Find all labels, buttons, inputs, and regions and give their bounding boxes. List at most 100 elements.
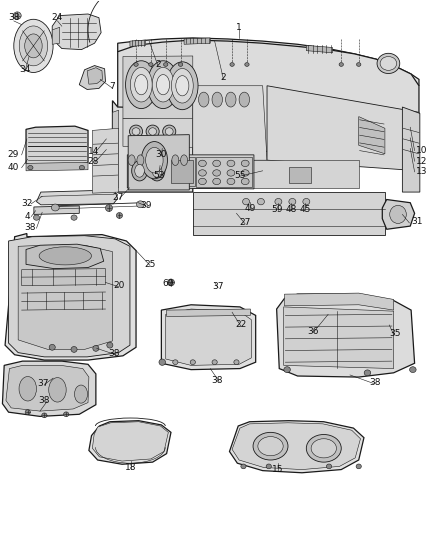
- Ellipse shape: [377, 53, 400, 74]
- Text: 38: 38: [25, 223, 36, 232]
- Polygon shape: [21, 269, 106, 286]
- Ellipse shape: [198, 169, 206, 176]
- Text: 32: 32: [21, 199, 32, 208]
- Polygon shape: [89, 421, 171, 464]
- Text: 27: 27: [240, 219, 251, 228]
- Polygon shape: [128, 135, 189, 190]
- Polygon shape: [92, 422, 168, 461]
- Ellipse shape: [93, 345, 99, 351]
- Polygon shape: [34, 206, 79, 214]
- Polygon shape: [184, 38, 210, 44]
- Ellipse shape: [176, 76, 189, 96]
- Polygon shape: [26, 163, 88, 171]
- Polygon shape: [289, 166, 311, 182]
- Text: 22: 22: [235, 320, 247, 329]
- Polygon shape: [6, 366, 89, 411]
- Polygon shape: [79, 66, 106, 90]
- Polygon shape: [123, 119, 193, 148]
- Polygon shape: [26, 126, 88, 166]
- Ellipse shape: [241, 160, 249, 166]
- Ellipse shape: [306, 434, 341, 462]
- Ellipse shape: [213, 160, 221, 166]
- Ellipse shape: [117, 213, 123, 219]
- Text: 13: 13: [417, 167, 428, 176]
- Ellipse shape: [137, 201, 145, 208]
- Text: 55: 55: [234, 171, 246, 180]
- Ellipse shape: [180, 155, 187, 165]
- Polygon shape: [3, 361, 96, 416]
- Ellipse shape: [74, 385, 88, 403]
- Polygon shape: [130, 157, 195, 185]
- Text: 49: 49: [245, 204, 256, 213]
- Ellipse shape: [33, 215, 39, 220]
- Polygon shape: [52, 27, 60, 44]
- Polygon shape: [127, 155, 254, 189]
- Text: 34: 34: [19, 66, 30, 74]
- Ellipse shape: [357, 62, 361, 66]
- Ellipse shape: [284, 367, 290, 373]
- Text: 28: 28: [88, 157, 99, 166]
- Text: 48: 48: [286, 205, 297, 214]
- Text: 18: 18: [125, 463, 137, 472]
- Text: 31: 31: [411, 217, 423, 227]
- Text: 38: 38: [8, 13, 20, 22]
- Text: 25: 25: [145, 260, 155, 269]
- Ellipse shape: [258, 437, 283, 456]
- Polygon shape: [18, 245, 113, 350]
- Polygon shape: [161, 305, 256, 369]
- Ellipse shape: [339, 62, 343, 66]
- Ellipse shape: [135, 165, 145, 177]
- Ellipse shape: [149, 62, 153, 66]
- Polygon shape: [52, 14, 101, 50]
- Ellipse shape: [266, 464, 272, 469]
- Ellipse shape: [106, 205, 113, 212]
- Ellipse shape: [356, 464, 361, 469]
- Ellipse shape: [137, 155, 144, 165]
- Polygon shape: [193, 160, 359, 188]
- Polygon shape: [166, 309, 251, 366]
- Polygon shape: [113, 101, 193, 192]
- Ellipse shape: [241, 178, 249, 184]
- Polygon shape: [196, 157, 252, 187]
- Ellipse shape: [167, 279, 174, 286]
- Ellipse shape: [258, 198, 265, 205]
- Polygon shape: [113, 110, 119, 188]
- Text: 37: 37: [212, 282, 224, 291]
- Ellipse shape: [134, 62, 138, 66]
- Text: 39: 39: [140, 201, 152, 211]
- Ellipse shape: [135, 75, 148, 95]
- Ellipse shape: [19, 376, 36, 401]
- Text: 40: 40: [7, 163, 19, 172]
- Ellipse shape: [64, 412, 69, 417]
- Polygon shape: [403, 107, 420, 192]
- Ellipse shape: [171, 68, 193, 103]
- Ellipse shape: [198, 160, 206, 166]
- Ellipse shape: [303, 198, 310, 205]
- Ellipse shape: [25, 34, 42, 58]
- Ellipse shape: [326, 464, 332, 469]
- Ellipse shape: [364, 370, 371, 376]
- Text: 4: 4: [24, 212, 30, 221]
- Ellipse shape: [198, 92, 209, 107]
- Text: 60: 60: [162, 279, 174, 288]
- Ellipse shape: [245, 62, 249, 66]
- Polygon shape: [87, 68, 102, 84]
- Polygon shape: [306, 45, 332, 53]
- Ellipse shape: [51, 204, 59, 211]
- Ellipse shape: [410, 367, 416, 373]
- Polygon shape: [382, 199, 415, 229]
- Ellipse shape: [165, 128, 173, 135]
- Polygon shape: [92, 128, 119, 193]
- Ellipse shape: [107, 342, 113, 348]
- Ellipse shape: [39, 247, 92, 265]
- Text: 12: 12: [417, 157, 428, 166]
- Polygon shape: [166, 309, 251, 317]
- Ellipse shape: [19, 26, 48, 66]
- Ellipse shape: [141, 142, 167, 179]
- Text: 38: 38: [109, 349, 120, 358]
- Ellipse shape: [71, 215, 77, 220]
- Ellipse shape: [227, 160, 235, 166]
- Text: 59: 59: [272, 205, 283, 214]
- Text: 38: 38: [370, 378, 381, 387]
- Ellipse shape: [71, 346, 77, 352]
